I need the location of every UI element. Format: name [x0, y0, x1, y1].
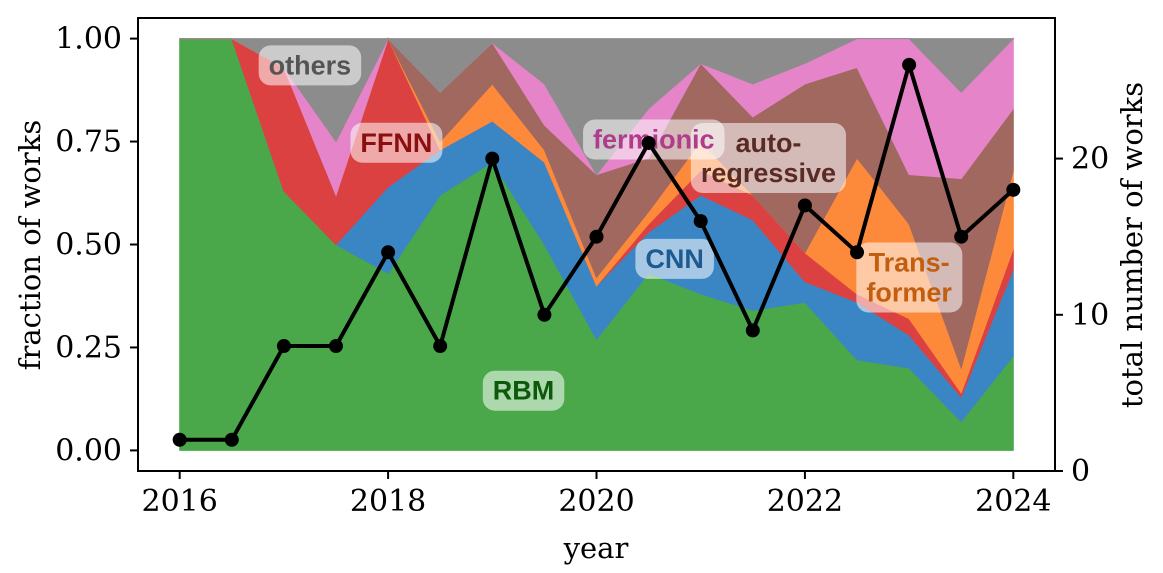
total-works-point — [693, 214, 708, 229]
label-ffnn: FFNN — [350, 122, 443, 163]
x-tick-label: 2016 — [142, 484, 218, 519]
label-auto-regressive: auto-regressive — [690, 123, 846, 194]
y-axis-right: 0 10 20 — [1055, 142, 1109, 489]
y-tick-label: 0.00 — [55, 433, 122, 468]
svg-text:FFNN: FFNN — [360, 128, 432, 158]
y-axis-title: fraction of works — [13, 120, 47, 370]
total-works-point — [328, 339, 343, 354]
y-axis-left: 0.00 0.25 0.50 0.75 1.00 — [55, 22, 138, 468]
total-works-point — [172, 432, 187, 447]
total-works-point — [850, 245, 865, 260]
y-tick-label: 1.00 — [55, 22, 122, 57]
total-works-point — [902, 57, 917, 72]
y-tick-label: 0.75 — [55, 125, 122, 160]
total-works-point — [641, 135, 656, 150]
svg-text:CNN: CNN — [645, 244, 704, 274]
label-others: others — [258, 45, 362, 86]
total-works-point — [276, 339, 291, 354]
x-tick-label: 2024 — [975, 484, 1051, 519]
area-others — [179, 37, 1015, 176]
label-rbm: RBM — [482, 370, 565, 411]
y2-tick-label: 10 — [1071, 298, 1109, 333]
svg-text:RBM: RBM — [493, 376, 555, 406]
y2-tick-label: 20 — [1071, 142, 1109, 177]
label-trans-former: Trans-former — [856, 242, 963, 313]
total-works-point — [433, 339, 448, 354]
label-cnn: CNN — [635, 238, 714, 279]
y2-tick-label: 0 — [1071, 454, 1090, 489]
series-labels: RBMCNNFFNNTrans-formerauto-regressivefer… — [258, 45, 963, 411]
x-tick-label: 2020 — [558, 484, 634, 519]
total-works-point — [381, 245, 396, 260]
total-works-point — [589, 229, 604, 244]
total-works-point — [224, 432, 239, 447]
x-tick-label: 2022 — [767, 484, 843, 519]
svg-text:Trans-former: Trans-former — [866, 247, 952, 307]
x-axis: 2016 2018 2020 2022 2024 — [142, 471, 1051, 519]
x-axis-title: year — [563, 531, 629, 565]
total-works-point — [537, 307, 552, 322]
svg-text:auto-regressive: auto-regressive — [701, 128, 836, 188]
total-works-series — [172, 57, 1021, 447]
total-works-point — [1006, 182, 1021, 197]
y-tick-label: 0.25 — [55, 330, 122, 365]
svg-text:others: others — [269, 50, 352, 80]
total-works-point — [954, 229, 969, 244]
total-works-point — [485, 151, 500, 166]
x-tick-label: 2018 — [350, 484, 426, 519]
total-works-point — [797, 198, 812, 213]
total-works-point — [745, 323, 760, 338]
y2-axis-title: total number of works — [1115, 82, 1149, 408]
y-tick-label: 0.50 — [55, 228, 122, 263]
